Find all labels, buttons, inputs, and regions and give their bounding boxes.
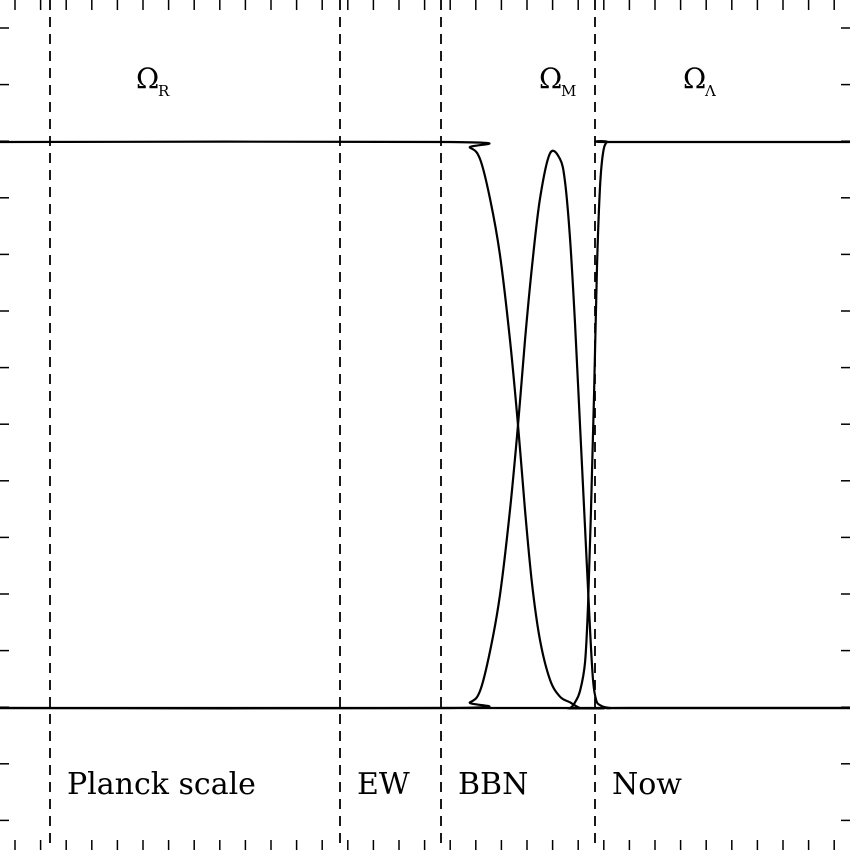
series-label-sub-0: R [158, 82, 170, 100]
era-label-1: EW [357, 767, 410, 802]
era-label-0: Planck scale [67, 767, 256, 802]
series-label-1: Ω [539, 62, 562, 95]
series-label-2: Ω [683, 62, 706, 95]
curves-layer [0, 140, 850, 710]
series-line-0 [0, 140, 850, 710]
series-labels: ΩR ΩM ΩΛ [136, 62, 716, 100]
series-label-sub-1: M [561, 82, 576, 100]
series-label-sub-2: Λ [704, 82, 716, 100]
era-label-2: BBN [458, 767, 528, 802]
era-divider-lines [49, 0, 596, 850]
era-labels: Planck scale EW BBN Now [67, 767, 682, 802]
series-line-1 [0, 149, 850, 710]
series-label-0: Ω [136, 62, 159, 95]
era-label-3: Now [612, 767, 682, 802]
series-line-2 [0, 140, 850, 710]
